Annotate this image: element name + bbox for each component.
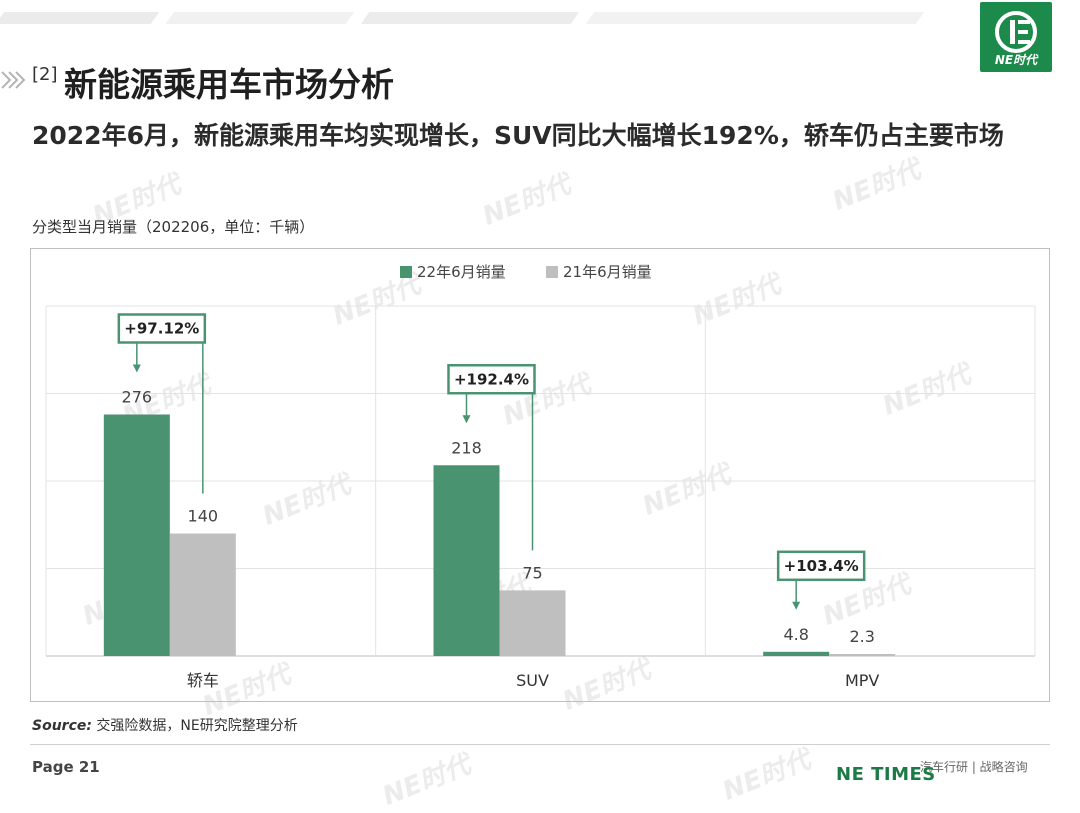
bar [763, 651, 830, 656]
logo-text: NE时代 [994, 53, 1038, 67]
page-title: 新能源乘用车市场分析 [64, 65, 394, 104]
data-label: 75 [522, 563, 542, 582]
footer-divider [30, 744, 1050, 745]
source-note: Source: 交强险数据，NE研究院整理分析 [32, 715, 298, 735]
watermark: NE时代 [828, 154, 925, 217]
ne-logo-icon [995, 11, 1037, 53]
bar-chart: 22年6月销量 21年6月销量 276 140 轿车 +97.12% 218 75 SUV +19… [45, 263, 1036, 690]
data-label: 140 [188, 507, 219, 526]
watermark: NE时代 [718, 744, 815, 807]
growth-callout-box [117, 313, 207, 344]
chart-frame [30, 248, 1050, 702]
bar [169, 533, 236, 656]
chevron-icon [1, 71, 26, 89]
legend-label: 22年6月销量 [417, 263, 506, 281]
data-label: 218 [451, 438, 482, 457]
growth-arrow-head [462, 415, 471, 424]
category-label: 轿车 [187, 671, 219, 690]
source-label: Source: [32, 718, 92, 734]
growth-callout-box [447, 364, 536, 395]
wechat-account: 汽车行研 | 战略咨询 [920, 760, 1028, 774]
source-text: 交强险数据，NE研究院整理分析 [96, 718, 298, 734]
data-label: 2.3 [849, 627, 874, 646]
bar [829, 653, 896, 656]
growth-label: +192.4% [454, 370, 529, 388]
page-number: Page 21 [32, 758, 100, 776]
chart-caption: 分类型当月销量（202206，单位：千辆） [32, 218, 315, 236]
legend-label: 21年6月销量 [563, 263, 652, 281]
watermark: NE时代 [478, 169, 575, 232]
section-tag: [2] [32, 64, 58, 85]
bar [103, 414, 170, 656]
top-decoration [0, 0, 1080, 30]
category-label: MPV [845, 671, 879, 690]
bar [499, 590, 566, 656]
data-label: 4.8 [783, 625, 808, 644]
growth-label: +103.4% [784, 557, 859, 575]
ne-times-logo: NE时代 [980, 2, 1052, 72]
growth-callout-box [776, 550, 866, 582]
brand-name: NE TIMES [836, 764, 936, 785]
page-subtitle: 2022年6月，新能源乘用车均实现增长，SUV同比大幅增长192%，轿车仍占主要… [32, 121, 1004, 150]
growth-arrow-head [792, 601, 801, 610]
growth-label: +97.12% [124, 320, 199, 338]
legend-swatch [546, 266, 558, 278]
watermark: NE时代 [378, 749, 475, 812]
bar [433, 465, 500, 656]
data-label: 276 [122, 388, 153, 407]
growth-arrow-head [132, 364, 141, 373]
legend-swatch [400, 266, 412, 278]
category-label: SUV [516, 671, 549, 690]
